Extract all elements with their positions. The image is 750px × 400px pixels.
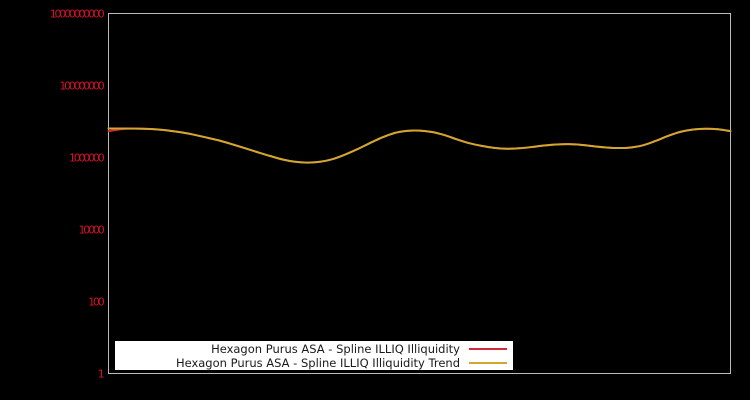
- y-axis-tick-label: 10000000000: [49, 7, 105, 20]
- legend-entry-illiquidity[interactable]: Hexagon Purus ASA - Spline ILLIQ Illiqui…: [115, 342, 513, 356]
- legend-label-illiquidity-trend: Hexagon Purus ASA - Spline ILLIQ Illiqui…: [175, 356, 460, 370]
- chart-legend: Hexagon Purus ASA - Spline ILLIQ Illiqui…: [115, 341, 513, 370]
- legend-entry-illiquidity-trend[interactable]: Hexagon Purus ASA - Spline ILLIQ Illiqui…: [115, 356, 513, 370]
- y-axis-tick-label: 1: [97, 367, 105, 380]
- data-series-layer: [107, 127, 732, 164]
- legend-swatch-illiquidity: [469, 348, 507, 350]
- y-axis-tick-label: 1000000: [68, 151, 105, 164]
- y-axis-tick-label: 100000000: [59, 79, 104, 92]
- y-axis-tick-label: 100: [88, 295, 105, 308]
- series-line-illiquidity-trend: [107, 127, 732, 164]
- y-axis-tick-label: 10000: [78, 223, 105, 236]
- legend-swatch-illiquidity-trend: [469, 362, 507, 364]
- plot-area-frame: [108, 13, 731, 374]
- legend-label-illiquidity: Hexagon Purus ASA - Spline ILLIQ Illiqui…: [211, 342, 460, 356]
